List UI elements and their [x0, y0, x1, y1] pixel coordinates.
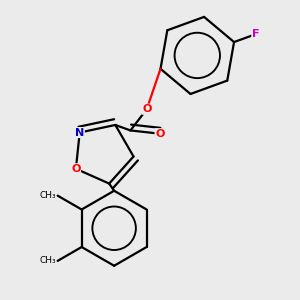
Text: O: O: [142, 104, 152, 114]
Text: CH₃: CH₃: [39, 256, 56, 266]
Text: F: F: [252, 29, 259, 39]
Text: N: N: [75, 128, 84, 137]
Text: CH₃: CH₃: [39, 191, 56, 200]
Text: O: O: [155, 129, 164, 139]
Text: O: O: [71, 164, 81, 174]
